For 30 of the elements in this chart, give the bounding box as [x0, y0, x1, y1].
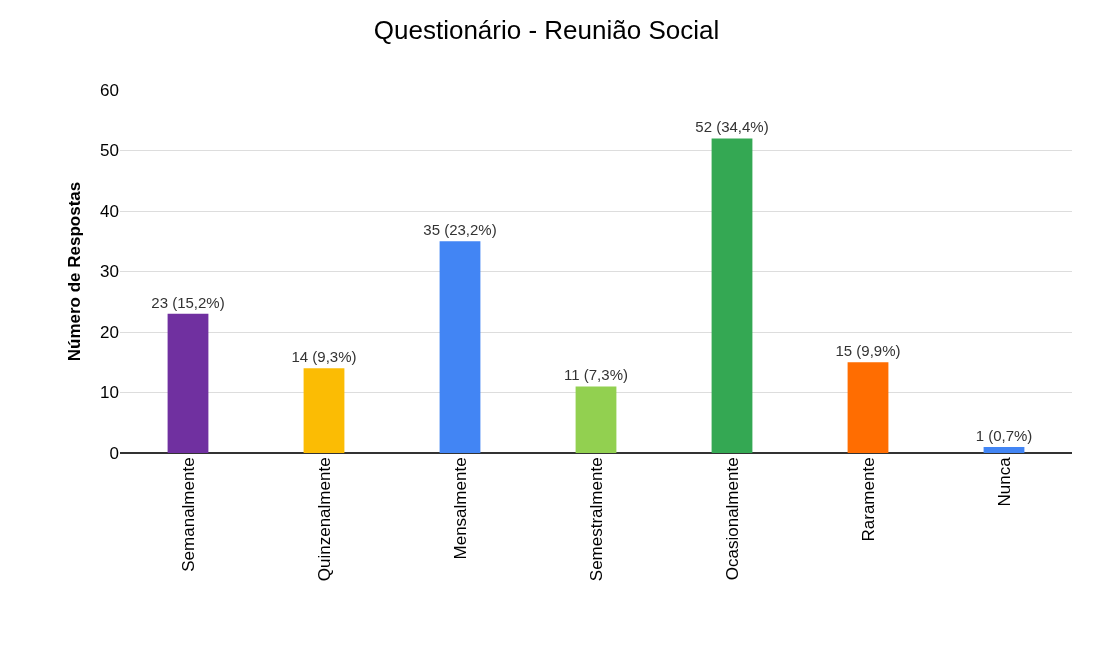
- y-tick-label: 60: [100, 80, 119, 100]
- y-tick-label: 0: [109, 443, 119, 463]
- x-tick-label: Raramente: [858, 457, 878, 542]
- bar: [711, 138, 753, 453]
- chart-title: Questionário - Reunião Social: [373, 14, 720, 45]
- data-label: 35 (23,2%): [423, 221, 497, 239]
- data-label: 15 (9,9%): [835, 342, 901, 360]
- bar: [575, 386, 617, 453]
- bar: [847, 362, 889, 453]
- bar: [439, 241, 481, 453]
- y-axis-title: Número de Respostas: [64, 181, 84, 362]
- data-label: 23 (15,2%): [151, 293, 225, 311]
- bar: [983, 446, 1025, 453]
- x-tick-label: Quinzenalmente: [314, 457, 334, 582]
- bar: [303, 368, 345, 453]
- x-tick-label: Semanalmente: [178, 457, 198, 572]
- bar: [167, 313, 209, 453]
- x-tick-label: Mensalmente: [450, 457, 470, 560]
- x-tick-label: Nunca: [994, 456, 1014, 507]
- data-label: 52 (34,4%): [695, 118, 769, 136]
- y-tick-label: 10: [100, 383, 119, 403]
- data-label: 14 (9,3%): [291, 348, 357, 366]
- x-tick-label: Semestralmente: [586, 457, 606, 582]
- y-tick-label: 30: [100, 262, 119, 282]
- y-tick-label: 50: [100, 141, 119, 161]
- y-tick-label: 20: [100, 322, 119, 342]
- data-label: 1 (0,7%): [975, 426, 1033, 444]
- data-label: 11 (7,3%): [564, 366, 628, 384]
- y-tick-label: 40: [100, 201, 119, 221]
- x-tick-label: Ocasionalmente: [722, 457, 742, 581]
